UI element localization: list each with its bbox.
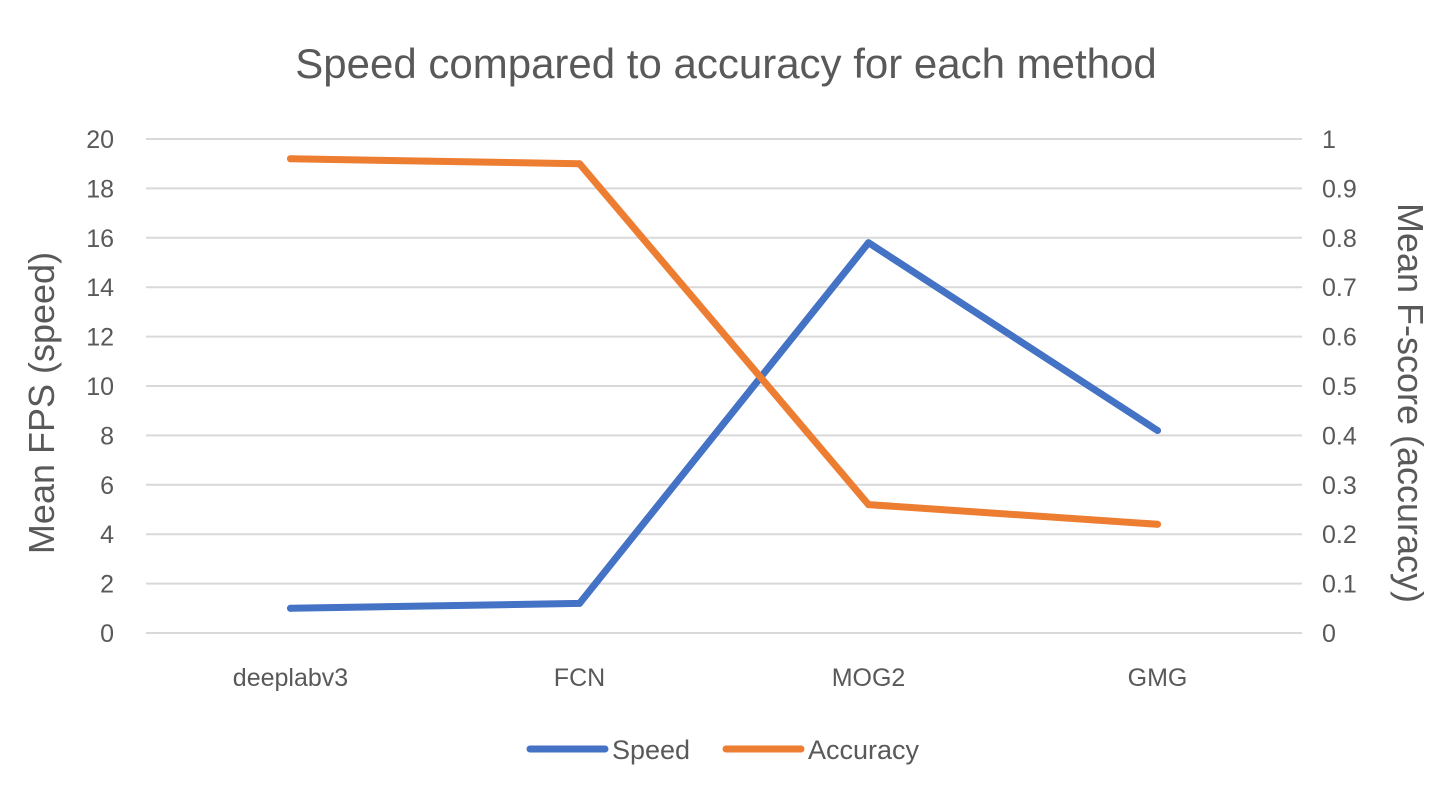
- left-tick-label: 4: [100, 521, 114, 549]
- left-tick-label: 12: [86, 324, 114, 352]
- legend: Speed Accuracy: [526, 735, 920, 765]
- x-tick-label: FCN: [554, 664, 605, 692]
- data-point-speed: [1154, 426, 1161, 434]
- legend-label: Accuracy: [808, 735, 920, 765]
- x-tick-label: GMG: [1128, 664, 1188, 692]
- right-tick-label: 0.7: [1322, 274, 1357, 302]
- right-tick-label: 0: [1322, 620, 1336, 648]
- x-axis-ticks: deeplabv3 FCN MOG2 GMG: [233, 664, 1188, 692]
- data-point-accuracy: [865, 501, 872, 509]
- left-tick-label: 2: [100, 571, 114, 599]
- series-lines: [287, 155, 1161, 612]
- right-tick-label: 0.6: [1322, 324, 1357, 352]
- right-axis-ticks: 0 0.1 0.2 0.3 0.4 0.5 0.6 0.7 0.8 0.9 1: [1322, 126, 1357, 648]
- left-tick-label: 20: [86, 126, 114, 154]
- left-tick-label: 6: [100, 472, 114, 500]
- x-tick-label: deeplabv3: [233, 664, 348, 692]
- data-point-accuracy: [287, 155, 294, 163]
- left-tick-label: 10: [86, 373, 114, 401]
- right-tick-label: 1: [1322, 126, 1336, 154]
- left-axis-ticks: 0 2 4 6 8 10 12 14 16 18 20: [86, 126, 114, 648]
- right-tick-label: 0.5: [1322, 373, 1357, 401]
- right-axis-title: Mean F-score (accuracy): [1390, 203, 1431, 603]
- x-tick-label: MOG2: [832, 664, 906, 692]
- right-tick-label: 0.2: [1322, 521, 1357, 549]
- data-point-accuracy: [1154, 520, 1161, 528]
- legend-label: Speed: [612, 735, 690, 765]
- right-tick-label: 0.8: [1322, 225, 1357, 253]
- right-tick-label: 0.3: [1322, 472, 1357, 500]
- series-line-speed: [287, 239, 1161, 612]
- right-tick-label: 0.9: [1322, 175, 1357, 203]
- data-point-accuracy: [576, 160, 583, 168]
- left-tick-label: 8: [100, 422, 114, 450]
- chart-title: Speed compared to accuracy for each meth…: [295, 40, 1157, 87]
- left-tick-label: 18: [86, 175, 114, 203]
- right-tick-label: 0.4: [1322, 422, 1357, 450]
- data-point-speed: [287, 604, 294, 612]
- left-tick-label: 16: [86, 225, 114, 253]
- left-axis-title: Mean FPS (speed): [21, 252, 62, 554]
- series-line-accuracy: [287, 155, 1161, 528]
- left-tick-label: 14: [86, 274, 114, 302]
- data-point-speed: [576, 599, 583, 607]
- gridlines: [146, 138, 1302, 634]
- left-tick-label: 0: [100, 620, 114, 648]
- data-point-speed: [865, 239, 872, 247]
- right-tick-label: 0.1: [1322, 571, 1357, 599]
